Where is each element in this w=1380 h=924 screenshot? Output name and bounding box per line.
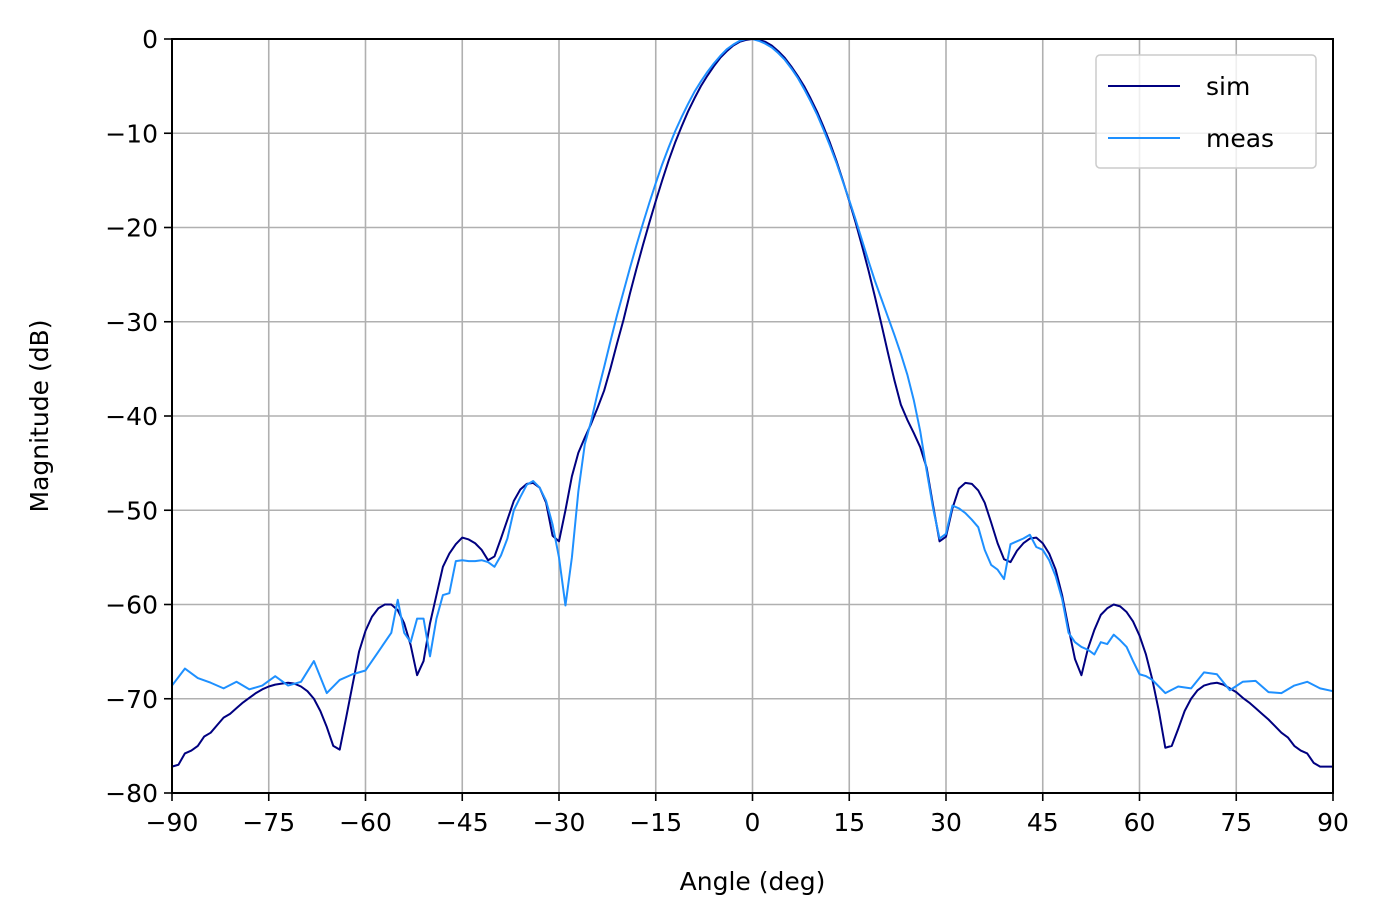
y-tick-label: −60 [105, 591, 158, 620]
legend: sim meas [1095, 54, 1317, 169]
x-tick-label: −60 [339, 808, 392, 837]
series-line-meas [171, 38, 1334, 695]
y-tick-label: −30 [105, 308, 158, 337]
x-tick-label: −15 [629, 808, 682, 837]
x-tick-label: −75 [242, 808, 295, 837]
x-tick-label: −90 [146, 808, 199, 837]
y-tick-label: −10 [105, 119, 158, 148]
x-tick-label: 30 [930, 808, 962, 837]
legend-label-meas: meas [1206, 124, 1274, 153]
y-tick-label: −70 [105, 685, 158, 714]
y-tick-label: −80 [105, 779, 158, 808]
y-tick-label: 0 [142, 25, 158, 54]
legend-label-sim: sim [1206, 72, 1250, 101]
x-tick-label: 0 [745, 808, 761, 837]
legend-box [1095, 54, 1317, 169]
y-axis-ticks: 0 −10 −20 −30 −40 −50 −60 −70 −80 [105, 25, 172, 808]
y-tick-label: −50 [105, 496, 158, 525]
y-tick-label: −40 [105, 402, 158, 431]
x-axis-label: Angle (deg) [680, 867, 826, 896]
x-tick-label: 45 [1027, 808, 1059, 837]
x-tick-label: −45 [436, 808, 489, 837]
y-axis-label: Magnitude (dB) [25, 320, 54, 513]
x-tick-label: 60 [1124, 808, 1156, 837]
y-tick-label: −20 [105, 214, 158, 243]
x-tick-label: 75 [1220, 808, 1252, 837]
x-tick-label: 90 [1317, 808, 1349, 837]
x-tick-label: 15 [833, 808, 865, 837]
x-axis-ticks: −90 −75 −60 −45 −30 −15 0 15 30 45 60 75 90 [146, 793, 1349, 837]
x-tick-label: −30 [533, 808, 586, 837]
